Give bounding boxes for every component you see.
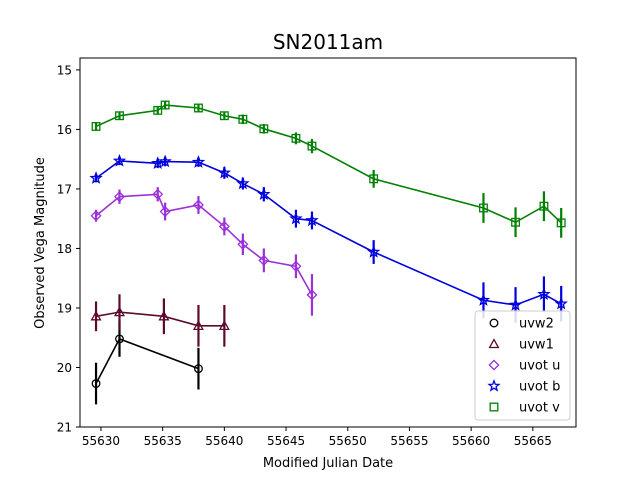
series-uvot-u bbox=[90, 187, 318, 316]
x-tick-label: 55660 bbox=[452, 434, 490, 448]
data-point bbox=[366, 244, 381, 258]
legend-entry: uvot u bbox=[488, 359, 560, 374]
data-point bbox=[217, 165, 232, 179]
data-point bbox=[160, 100, 170, 110]
data-point bbox=[113, 306, 125, 317]
legend-box bbox=[474, 310, 571, 421]
plot-frame bbox=[79, 57, 577, 428]
data-point bbox=[306, 289, 318, 301]
data-point bbox=[158, 310, 170, 321]
data-point bbox=[91, 121, 101, 131]
legend-marker bbox=[488, 338, 500, 349]
data-point bbox=[91, 379, 101, 389]
series-line bbox=[95, 193, 313, 296]
legend-entry: uvw1 bbox=[488, 338, 554, 353]
data-point bbox=[236, 176, 250, 190]
data-point bbox=[90, 310, 102, 321]
data-point bbox=[479, 203, 488, 213]
legend-label: uvot u bbox=[519, 359, 560, 374]
data-point bbox=[289, 211, 303, 225]
data-point bbox=[291, 133, 301, 143]
y-tick-label: 16 bbox=[57, 123, 72, 137]
y-tick-label: 17 bbox=[57, 182, 72, 196]
y-axis-label: Observed Vega Magnitude bbox=[33, 157, 48, 329]
legend: uvw2 uvw1 uvot u uvot b uvot v bbox=[474, 310, 571, 421]
data-point bbox=[152, 188, 164, 200]
data-point bbox=[508, 297, 523, 311]
legend-marker bbox=[487, 378, 501, 392]
x-tick-label: 55650 bbox=[329, 434, 367, 448]
legend-marker bbox=[489, 402, 499, 412]
series-uvw1 bbox=[90, 294, 230, 347]
data-point bbox=[218, 320, 230, 330]
data-point bbox=[113, 191, 126, 203]
legend-entry: uvw2 bbox=[489, 317, 554, 332]
data-point bbox=[258, 254, 270, 266]
data-point bbox=[191, 155, 206, 168]
data-point bbox=[237, 238, 249, 250]
data-point bbox=[219, 111, 229, 121]
legend-label: uvw1 bbox=[519, 338, 554, 353]
data-point bbox=[257, 187, 271, 200]
data-point bbox=[238, 114, 248, 124]
data-point bbox=[290, 260, 302, 272]
data-point bbox=[307, 141, 317, 151]
x-tick-label: 55645 bbox=[267, 434, 305, 448]
series-uvot-v bbox=[91, 100, 566, 238]
data-point bbox=[539, 201, 549, 211]
y-tick-label: 18 bbox=[57, 242, 72, 256]
data-point bbox=[511, 217, 520, 227]
data-point bbox=[159, 206, 171, 218]
data-point bbox=[193, 103, 203, 113]
data-point bbox=[115, 111, 124, 121]
y-tick-label: 20 bbox=[57, 361, 72, 375]
data-point bbox=[259, 124, 269, 134]
data-point bbox=[192, 199, 204, 211]
data-point bbox=[153, 105, 163, 115]
x-tick-label: 55655 bbox=[390, 434, 428, 448]
data-point bbox=[218, 220, 230, 232]
legend-label: uvot b bbox=[519, 380, 560, 395]
legend-marker bbox=[488, 359, 500, 371]
x-tick-label: 55630 bbox=[82, 434, 120, 448]
legend-label: uvot v bbox=[519, 401, 560, 416]
plot-area bbox=[89, 100, 568, 405]
x-tick-label: 55635 bbox=[144, 434, 182, 448]
axes: 55630 55635 55640 55645 55650 55655 55660 55665… bbox=[57, 63, 552, 448]
data-point bbox=[476, 293, 491, 306]
legend-entry: uvot v bbox=[489, 401, 560, 416]
data-point bbox=[115, 334, 124, 344]
x-tick-label: 55665 bbox=[514, 434, 552, 448]
chart-title: SN2011am bbox=[273, 30, 383, 54]
y-tick-label: 21 bbox=[57, 421, 72, 435]
legend-entry: uvot b bbox=[487, 378, 560, 395]
legend-label: uvw2 bbox=[519, 317, 554, 332]
y-tick-label: 15 bbox=[57, 63, 72, 77]
x-axis-label: Modified Julian Date bbox=[263, 456, 393, 471]
data-point bbox=[90, 210, 102, 222]
data-point bbox=[193, 364, 203, 374]
data-point bbox=[158, 154, 172, 168]
series-uvot-b bbox=[89, 153, 568, 323]
data-point bbox=[556, 218, 566, 228]
data-point bbox=[89, 171, 103, 184]
data-point bbox=[305, 213, 319, 227]
x-tick-label: 55640 bbox=[205, 434, 243, 448]
legend-marker bbox=[489, 318, 499, 328]
data-point bbox=[369, 174, 379, 184]
data-point bbox=[554, 296, 568, 310]
y-tick-label: 19 bbox=[57, 301, 72, 315]
data-point bbox=[537, 287, 551, 300]
data-point bbox=[192, 320, 204, 330]
data-point bbox=[112, 153, 127, 167]
